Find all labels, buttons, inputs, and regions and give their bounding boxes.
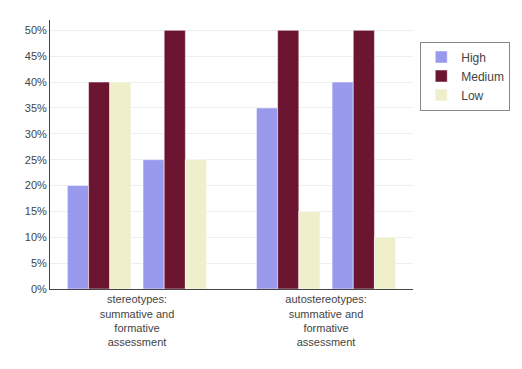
svg-text:45%: 45% bbox=[25, 50, 47, 62]
svg-text:15%: 15% bbox=[25, 205, 47, 217]
svg-text:10%: 10% bbox=[25, 231, 47, 243]
svg-text:5%: 5% bbox=[31, 257, 47, 269]
svg-text:25%: 25% bbox=[25, 154, 47, 166]
svg-text:0%: 0% bbox=[31, 283, 47, 295]
svg-text:40%: 40% bbox=[25, 76, 47, 88]
svg-text:Medium: Medium bbox=[461, 70, 504, 84]
svg-text:30%: 30% bbox=[25, 128, 47, 140]
svg-text:20%: 20% bbox=[25, 179, 47, 191]
svg-text:Low: Low bbox=[461, 89, 483, 103]
svg-text:35%: 35% bbox=[25, 102, 47, 114]
svg-text:stereotypes:summative andforma: stereotypes:summative andformativeassess… bbox=[100, 293, 175, 348]
svg-text:50%: 50% bbox=[25, 24, 47, 36]
svg-text:autostereotypes:summative andf: autostereotypes:summative andformativeas… bbox=[285, 293, 366, 348]
svg-text:High: High bbox=[461, 51, 486, 65]
